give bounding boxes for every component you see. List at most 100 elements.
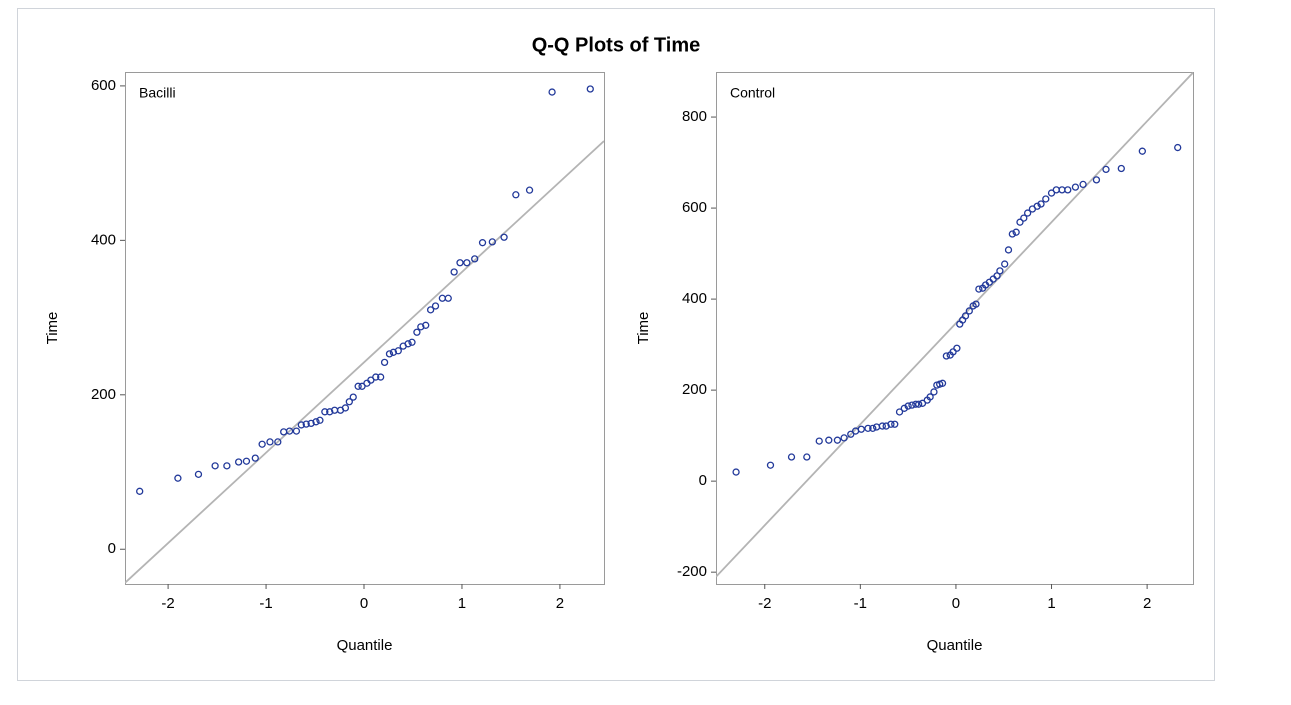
point [251, 454, 259, 462]
point [426, 306, 435, 314]
point [512, 191, 520, 199]
point [463, 259, 471, 267]
point [211, 462, 219, 470]
point [525, 186, 534, 194]
point [345, 398, 353, 406]
point [321, 408, 329, 416]
point [389, 348, 398, 356]
point [354, 382, 362, 390]
point [926, 393, 934, 401]
point [297, 421, 305, 429]
point [1001, 260, 1009, 268]
point [732, 468, 740, 476]
point [891, 420, 899, 428]
point [1016, 218, 1024, 226]
y-axis-label: Time [635, 312, 652, 345]
point [456, 259, 464, 267]
point [422, 321, 430, 329]
y-tick-label: 800 [682, 108, 707, 125]
point [307, 419, 315, 428]
point [302, 420, 310, 428]
point [326, 408, 334, 416]
point [1004, 246, 1013, 254]
point [803, 453, 811, 461]
point [194, 470, 203, 478]
y-tick-label: 0 [108, 540, 116, 557]
point [766, 461, 775, 469]
point [938, 379, 947, 387]
point [912, 400, 920, 408]
y-tick-label: 400 [682, 290, 707, 307]
point [1117, 164, 1125, 173]
point [942, 352, 951, 360]
y-tick-label: 400 [91, 231, 116, 248]
point [1079, 180, 1087, 189]
x-tick-label: -1 [259, 595, 272, 612]
y-tick-label: 200 [682, 381, 707, 398]
point [815, 437, 823, 445]
point [174, 474, 182, 482]
point [869, 424, 877, 433]
point [394, 347, 402, 355]
point [341, 404, 350, 412]
point [316, 416, 324, 424]
panel-label: Bacilli [139, 85, 176, 101]
point [930, 388, 938, 396]
point [444, 294, 452, 302]
point [972, 300, 980, 308]
point [349, 393, 357, 401]
point [825, 436, 833, 444]
point [895, 408, 904, 416]
point [417, 323, 425, 331]
point [1020, 214, 1028, 222]
plot-area [125, 72, 605, 585]
point [234, 458, 243, 466]
point [908, 401, 916, 409]
x-tick-label: 1 [1047, 595, 1055, 612]
point [372, 373, 380, 381]
point [915, 400, 923, 408]
point [864, 424, 872, 433]
point [450, 268, 458, 276]
reference-line [125, 140, 604, 584]
y-tick-label: 600 [91, 77, 116, 94]
panel-label: Control [730, 85, 775, 101]
point [965, 307, 973, 315]
point [1102, 165, 1110, 174]
point [285, 427, 294, 435]
plot: -200 0 200 400 600 800 -2 -1 0 1 2 Quantile Time Cont… [635, 72, 1194, 654]
y-tick-label: 0 [699, 472, 707, 489]
y-tick-label: -200 [677, 563, 707, 580]
point [1064, 186, 1072, 194]
x-tick-label: 1 [458, 595, 466, 612]
point [857, 425, 865, 433]
x-axis-label: Quantile [337, 637, 393, 654]
point [961, 312, 970, 320]
point [377, 373, 385, 381]
x-axis-label: Quantile [927, 637, 983, 654]
point [312, 418, 320, 426]
point [878, 422, 886, 430]
figure-title: Q-Q Plots of Time [532, 34, 701, 56]
y-axis-label: Time [44, 312, 61, 345]
point [385, 350, 394, 358]
point [488, 238, 496, 246]
x-tick-label: 2 [1143, 595, 1151, 612]
x-tick-label: -1 [854, 595, 867, 612]
point [975, 285, 983, 293]
point [1037, 200, 1045, 208]
point [404, 340, 412, 348]
point [1071, 183, 1080, 191]
point [949, 348, 957, 356]
x-tick-label: 2 [556, 595, 564, 612]
point [478, 239, 487, 247]
point [833, 436, 842, 444]
x-tick-label: -2 [758, 595, 771, 612]
point [1174, 143, 1182, 152]
point [548, 88, 556, 96]
plot: 0 200 400 600 -2 -1 0 1 2 Quantile Time Bacilli [44, 72, 605, 654]
y-tick-label: 200 [91, 386, 116, 403]
point [887, 420, 895, 428]
point [431, 302, 440, 310]
x-tick-label: 0 [952, 595, 960, 612]
